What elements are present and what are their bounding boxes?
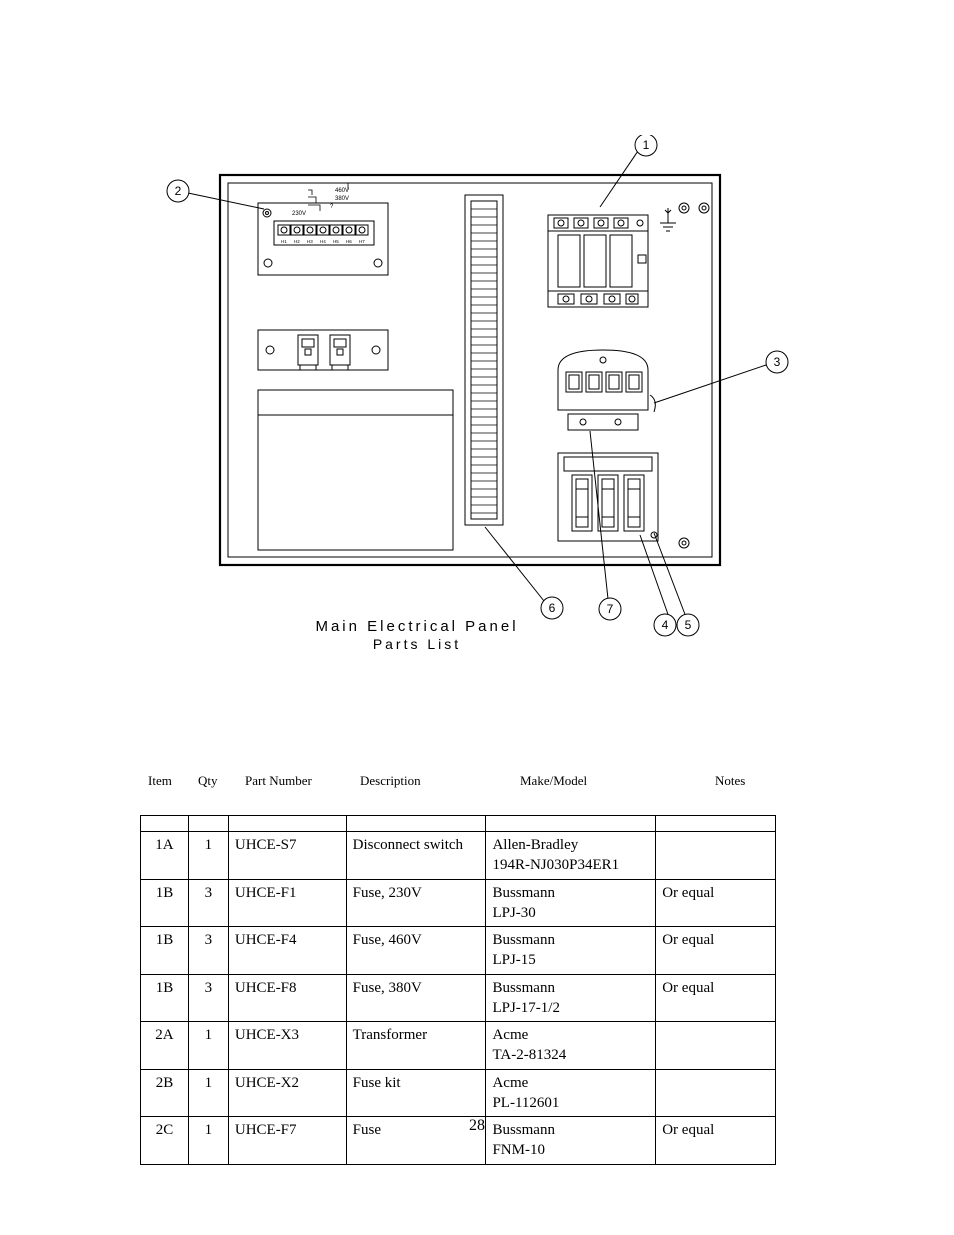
col-header-make: Make/Model	[520, 773, 587, 789]
callout-7-label: 7	[607, 602, 614, 616]
table-row: 1B3UHCE-F8Fuse, 380VBussmannLPJ-17-1/2Or…	[141, 974, 776, 1022]
col-header-notes: Notes	[715, 773, 745, 789]
diagram-title: Main Electrical Panel	[0, 618, 834, 635]
cell-part-number: UHCE-S7	[228, 832, 346, 880]
callout-1-label: 1	[643, 138, 650, 152]
table-row: 2A1UHCE-X3TransformerAcmeTA-2-81324	[141, 1022, 776, 1070]
table-row: 1B3UHCE-F1Fuse, 230VBussmannLPJ-30Or equ…	[141, 879, 776, 927]
col-header-pn: Part Number	[245, 773, 312, 789]
cell-make-model: Allen-Bradley194R-NJ030P34ER1	[486, 832, 656, 880]
callout-3-label: 3	[774, 355, 781, 369]
svg-text:H5: H5	[333, 239, 339, 244]
table-row: 2B1UHCE-X2Fuse kitAcmePL-112601	[141, 1069, 776, 1117]
cell-notes: Or equal	[656, 927, 776, 975]
col-header-item: Item	[148, 773, 172, 789]
cell-part-number: UHCE-F8	[228, 974, 346, 1022]
cell-part-number: UHCE-F1	[228, 879, 346, 927]
table-row: 1A1UHCE-S7Disconnect switchAllen-Bradley…	[141, 832, 776, 880]
cell-part-number: UHCE-F4	[228, 927, 346, 975]
cell-qty: 1	[188, 832, 228, 880]
cell-description: Transformer	[346, 1022, 486, 1070]
cell-description: Disconnect switch	[346, 832, 486, 880]
cell-item: 2A	[141, 1022, 189, 1070]
cell-part-number: UHCE-X2	[228, 1069, 346, 1117]
cell-make-model: BussmannLPJ-15	[486, 927, 656, 975]
svg-text:380V: 380V	[335, 196, 349, 202]
parts-table: 1A1UHCE-S7Disconnect switchAllen-Bradley…	[140, 815, 776, 1165]
cell-qty: 3	[188, 974, 228, 1022]
diagram-subtitle: Parts List	[0, 636, 834, 652]
svg-text:460V: 460V	[335, 188, 349, 194]
table-row: 1B3UHCE-F4Fuse, 460VBussmannLPJ-15Or equ…	[141, 927, 776, 975]
cell-notes	[656, 832, 776, 880]
cell-notes	[656, 1069, 776, 1117]
col-header-desc: Description	[360, 773, 421, 789]
page: 460V 380V ? 230V	[0, 0, 954, 1235]
svg-text:230V: 230V	[292, 211, 306, 217]
cell-item: 1B	[141, 879, 189, 927]
svg-text:H2: H2	[294, 239, 300, 244]
cell-qty: 1	[188, 1069, 228, 1117]
cell-notes: Or equal	[656, 974, 776, 1022]
callout-6-label: 6	[549, 601, 556, 615]
svg-text:?: ?	[330, 204, 334, 210]
callout-2-label: 2	[175, 184, 182, 198]
cell-qty: 1	[188, 1022, 228, 1070]
cell-qty: 3	[188, 927, 228, 975]
cell-make-model: AcmeTA-2-81324	[486, 1022, 656, 1070]
svg-text:H3: H3	[307, 239, 313, 244]
cell-make-model: AcmePL-112601	[486, 1069, 656, 1117]
cell-qty: 3	[188, 879, 228, 927]
cell-description: Fuse kit	[346, 1069, 486, 1117]
cell-part-number: UHCE-X3	[228, 1022, 346, 1070]
cell-item: 2B	[141, 1069, 189, 1117]
cell-notes: Or equal	[656, 879, 776, 927]
cell-description: Fuse, 380V	[346, 974, 486, 1022]
cell-description: Fuse, 460V	[346, 927, 486, 975]
page-number: 28	[0, 1117, 954, 1135]
cell-item: 1A	[141, 832, 189, 880]
svg-text:H4: H4	[320, 239, 326, 244]
cell-description: Fuse, 230V	[346, 879, 486, 927]
table-row	[141, 816, 776, 832]
svg-text:H1: H1	[281, 239, 287, 244]
cell-item: 1B	[141, 927, 189, 975]
electrical-panel-diagram: 460V 380V ? 230V	[160, 135, 800, 655]
parts-table-body: 1A1UHCE-S7Disconnect switchAllen-Bradley…	[141, 816, 776, 1165]
cell-make-model: BussmannLPJ-17-1/2	[486, 974, 656, 1022]
svg-text:H6: H6	[346, 239, 352, 244]
col-header-qty: Qty	[198, 773, 218, 789]
cell-notes	[656, 1022, 776, 1070]
cell-item: 1B	[141, 974, 189, 1022]
svg-text:H7: H7	[359, 239, 365, 244]
cell-make-model: BussmannLPJ-30	[486, 879, 656, 927]
diagram-container: 460V 380V ? 230V	[160, 135, 800, 645]
